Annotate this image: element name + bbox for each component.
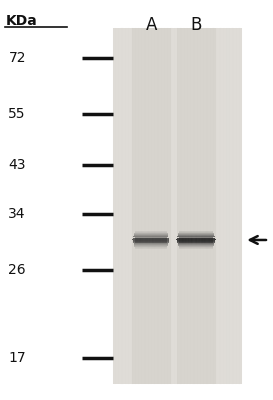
Bar — [177, 240, 215, 241]
Bar — [134, 235, 168, 236]
Bar — [133, 238, 169, 239]
Bar — [177, 241, 215, 242]
Bar — [132, 28, 171, 384]
Bar — [178, 234, 214, 235]
Bar — [133, 240, 169, 241]
Bar — [133, 236, 169, 237]
Bar — [133, 237, 169, 238]
Bar — [177, 237, 215, 238]
Bar — [177, 236, 215, 237]
Bar — [178, 243, 214, 244]
Bar — [135, 233, 167, 234]
Bar — [132, 239, 170, 240]
Bar — [134, 244, 168, 245]
Bar — [177, 28, 216, 384]
Bar — [135, 246, 167, 247]
Bar — [113, 28, 242, 384]
Bar — [179, 233, 213, 234]
Text: KDa: KDa — [5, 14, 37, 28]
Bar — [179, 246, 213, 247]
Text: A: A — [146, 16, 157, 34]
Bar — [133, 242, 169, 243]
Bar — [135, 247, 167, 248]
Text: 26: 26 — [8, 263, 26, 277]
Bar — [135, 237, 167, 243]
Bar — [135, 232, 167, 233]
Bar — [176, 239, 216, 240]
Bar — [178, 244, 214, 245]
Bar — [133, 241, 169, 242]
Text: 17: 17 — [8, 351, 26, 365]
Bar — [134, 234, 168, 235]
Bar — [134, 245, 168, 246]
Bar — [178, 245, 214, 246]
Bar — [179, 248, 213, 249]
Bar — [135, 231, 167, 232]
Bar — [178, 235, 214, 236]
Text: 55: 55 — [8, 107, 26, 121]
Text: 72: 72 — [8, 51, 26, 65]
Bar — [179, 237, 213, 243]
Bar — [177, 238, 215, 239]
Text: 34: 34 — [8, 207, 26, 221]
Bar — [179, 247, 213, 248]
Bar — [179, 232, 213, 233]
Bar — [177, 242, 215, 243]
Text: B: B — [191, 16, 202, 34]
Bar — [135, 248, 167, 249]
Text: 43: 43 — [8, 158, 26, 172]
Bar — [133, 243, 168, 244]
Bar — [179, 231, 213, 232]
